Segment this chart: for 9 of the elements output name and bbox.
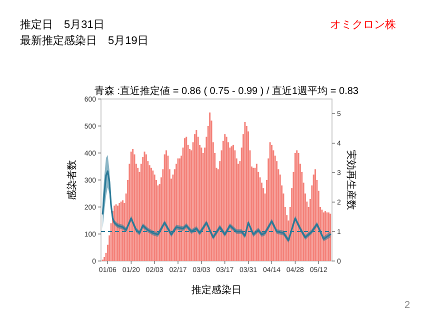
text: 2: [404, 300, 410, 311]
text: オミクロン株: [330, 18, 396, 31]
y-axis-title: 感染者数: [66, 160, 78, 200]
line-series: [102, 170, 332, 242]
y2-axis-title: 実効再生産数: [345, 150, 357, 210]
text: 推定日 5月31日: [20, 18, 104, 31]
text: 最新推定感染日 5月19日: [20, 34, 148, 47]
x-axis-title: 推定感染日: [192, 284, 242, 296]
chart-title: 青森 :直近推定値 = 0.86 ( 0.75 - 0.99 ) / 直近1週平均 = 0.83: [94, 85, 359, 97]
